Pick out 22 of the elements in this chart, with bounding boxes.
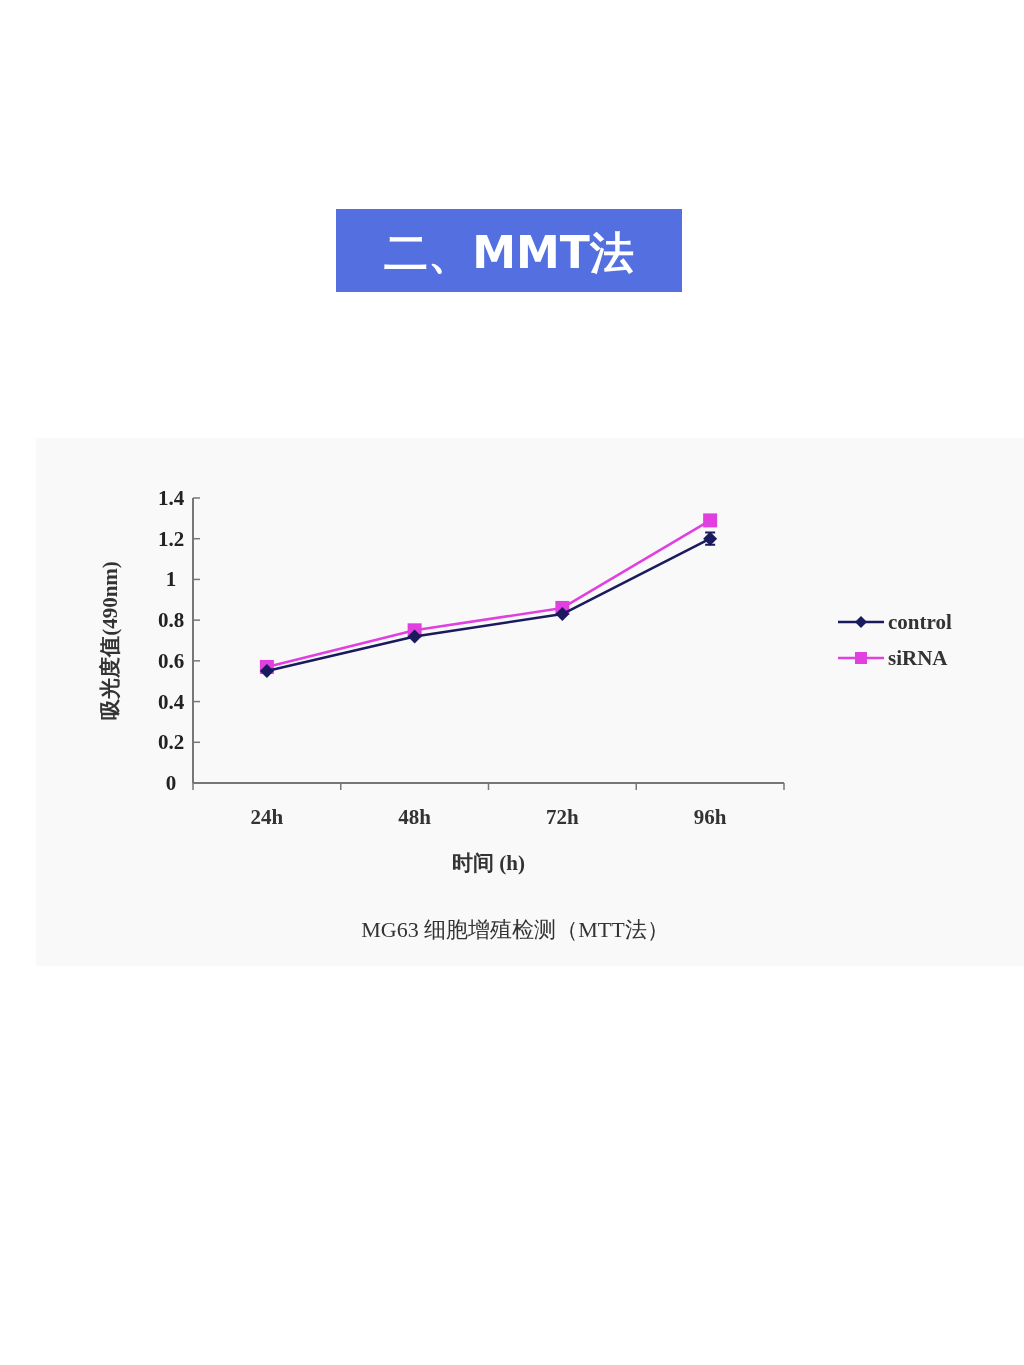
y-tick-label: 0.4 — [157, 689, 185, 714]
x-tick-label: 96h — [693, 805, 727, 829]
y-tick-label: 0.2 — [157, 730, 185, 755]
chart-title: 二、MMT法 — [384, 227, 634, 278]
x-axis-title: 时间 (h) — [452, 851, 525, 875]
y-tick-label: 0.6 — [157, 648, 185, 673]
x-tick-label: 72h — [546, 805, 580, 829]
y-tick-label: 0.8 — [157, 608, 185, 633]
text: MG63 细胞增殖检测（MTT法） — [361, 917, 669, 942]
legend-label: control — [888, 610, 952, 634]
x-tick-label: 24h — [250, 805, 284, 829]
point — [555, 607, 570, 622]
legend-label: siRNA — [888, 646, 949, 670]
y-tick-label: 1.4 — [157, 486, 185, 510]
y-tick-label: 1.2 — [157, 526, 185, 551]
y-axis-title: 吸光度值(490nm) — [98, 561, 122, 720]
y-tick-label: 0 — [165, 771, 177, 795]
point — [407, 629, 422, 644]
x-tick-label: 48h — [398, 805, 432, 829]
point — [703, 513, 718, 528]
point — [259, 664, 274, 679]
y-tick-label: 1 — [165, 567, 177, 592]
